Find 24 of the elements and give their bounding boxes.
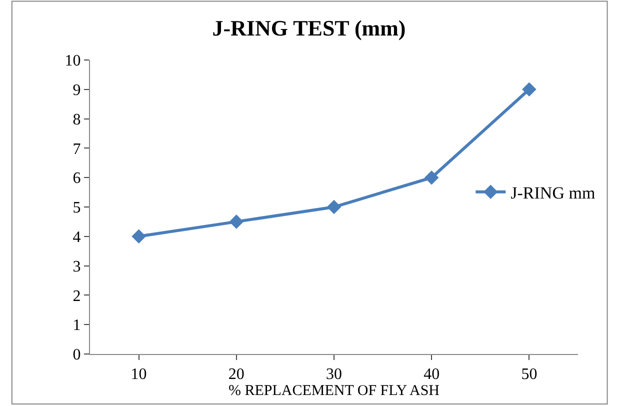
y-tick-label: 5 [72,200,81,217]
x-tick-label: 50 [521,366,538,384]
y-tick-label: 1 [72,317,81,334]
y-tick-label: 3 [72,258,81,276]
y-tick-label: 2 [72,288,81,305]
point [522,82,536,97]
y-tick-label: 9 [72,82,81,99]
point [424,170,439,185]
y-tick-label: 0 [72,346,81,364]
point [326,200,342,214]
y-tick-label: 8 [72,111,81,128]
point [132,229,146,244]
point [229,214,244,229]
chart-title: J-RING TEST (mm) [212,16,406,41]
y-tick-label: 6 [72,170,81,188]
y-tick-label: 4 [72,229,81,246]
x-tick-label: 20 [228,366,244,384]
x-tick-label: 40 [424,366,440,384]
y-tick-label: 10 [64,52,81,70]
x-tick-label: 30 [326,366,342,384]
legend-label: J-RING mm [510,183,596,202]
x-tick-label: 10 [130,366,147,384]
x-axis-title: % REPLACEMENT OF FLY ASH [228,383,440,400]
y-tick-label: 7 [72,140,81,158]
